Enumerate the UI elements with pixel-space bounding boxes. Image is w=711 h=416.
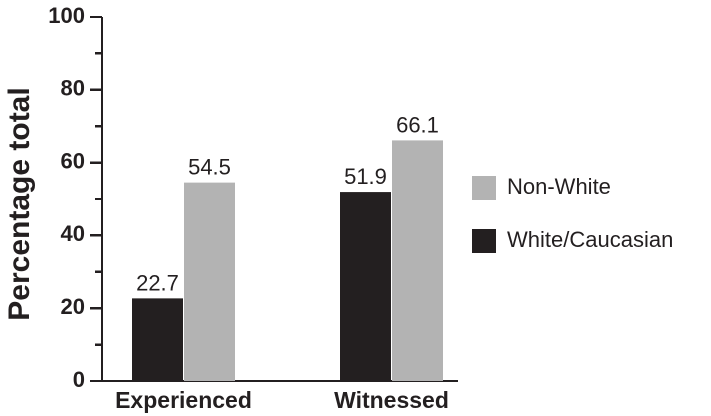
legend-label: Non-White: [507, 174, 611, 199]
y-tick-label: 20: [61, 294, 85, 319]
y-axis-title: Percentage total: [3, 87, 36, 320]
legend-swatch-non-white: [472, 176, 496, 200]
bar-non-white-witnessed: [392, 140, 443, 381]
x-tick-label: Experienced: [115, 387, 252, 413]
x-tick-labels: Experienced Witnessed: [115, 387, 449, 413]
bar-white-caucasian-experienced: [132, 298, 183, 381]
bar-white-caucasian-witnessed: [340, 192, 391, 381]
legend-swatch-white-caucasian: [472, 229, 496, 253]
legend-label: White/Caucasian: [507, 227, 673, 252]
bar-value-label: 51.9: [344, 164, 387, 189]
y-ticks: 0 20 40 60 80 100: [48, 3, 102, 392]
x-tick-label: Witnessed: [334, 387, 449, 413]
data-labels: 22.7 54.5 51.9 66.1: [136, 112, 439, 295]
bar-value-label: 54.5: [188, 155, 231, 180]
legend: Non-White White/Caucasian: [472, 174, 673, 253]
y-tick-label: 40: [61, 221, 85, 246]
bar-non-white-experienced: [184, 182, 235, 381]
y-tick-label: 80: [61, 76, 85, 101]
bars: [132, 140, 443, 381]
y-tick-label: 100: [48, 3, 85, 28]
bar-value-label: 22.7: [136, 270, 179, 295]
bar-value-label: 66.1: [396, 112, 439, 137]
y-tick-label: 0: [73, 367, 85, 392]
y-tick-label: 60: [61, 148, 85, 173]
